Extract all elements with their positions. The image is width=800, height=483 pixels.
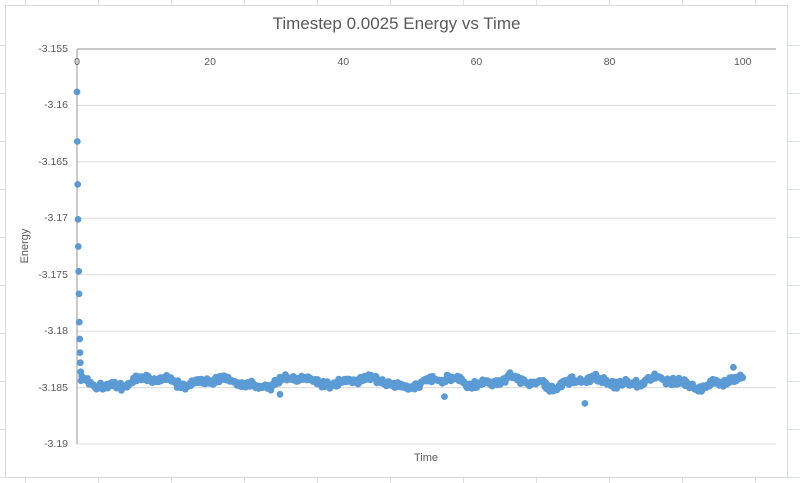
data-point <box>632 376 640 384</box>
data-point <box>73 138 81 145</box>
data-point <box>76 335 84 343</box>
data-point <box>75 267 83 275</box>
y-tick-label: -3.16 <box>44 99 68 112</box>
data-point <box>74 243 82 250</box>
data-point <box>74 216 82 223</box>
plot-area[interactable] <box>6 6 787 477</box>
data-point <box>276 390 284 398</box>
y-tick-label: -3.165 <box>38 155 68 168</box>
data-point <box>73 88 81 96</box>
data-point <box>441 393 448 400</box>
x-axis-title: Time <box>413 452 439 464</box>
y-tick-label: -3.17 <box>44 212 68 225</box>
data-point <box>74 181 82 188</box>
data-point <box>581 400 589 407</box>
x-tick-label: 0 <box>74 56 80 68</box>
data-point <box>730 363 737 371</box>
y-axis-title: Energy <box>19 228 31 264</box>
y-tick-label: -3.19 <box>44 438 68 450</box>
y-tick-label: -3.155 <box>38 43 68 55</box>
chart-title: Timestep 0.0025 Energy vs Time <box>272 14 521 33</box>
x-tick-label: 100 <box>733 56 752 68</box>
data-point <box>75 290 83 298</box>
data-point <box>739 374 747 382</box>
y-tick-label: -3.18 <box>44 325 68 338</box>
x-tick-label: 60 <box>470 56 483 68</box>
scatter-series <box>73 88 747 407</box>
x-tick-label: 20 <box>204 56 216 68</box>
data-point <box>76 359 84 367</box>
chart-container[interactable]: Timestep 0.0025 Energy vs Time 0 20 40 60 80… <box>5 5 788 478</box>
y-tick-label: -3.185 <box>38 381 68 394</box>
y-tick-label: -3.175 <box>38 268 68 281</box>
x-tick-label: 80 <box>603 56 616 68</box>
data-point <box>75 318 83 326</box>
x-tick-label: 40 <box>337 56 350 68</box>
data-point <box>76 349 84 356</box>
